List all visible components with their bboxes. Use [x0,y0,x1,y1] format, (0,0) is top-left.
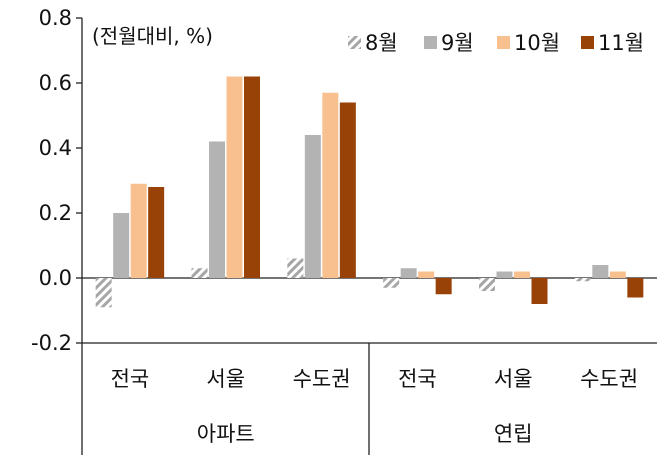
bar-series [95,76,644,308]
y-tick-label: -0.2 [31,331,72,355]
bar [226,76,243,278]
bar [531,278,548,304]
y-tick-label: 0.8 [39,6,72,30]
legend-swatch [497,36,510,49]
group-label: 연립 [494,422,533,446]
bar [339,102,356,278]
bar [479,278,495,291]
bar [95,278,112,308]
y-tick-labels: 0.8 0.6 0.4 0.2 0.0 -0.2 [31,6,82,355]
bar [209,141,225,278]
legend-item: 8월 [348,31,398,55]
legend-label: 10월 [514,31,560,55]
series-1 [95,258,591,308]
legend: 8월 9월 10월 11월 [348,31,644,55]
legend-item: 11월 [581,31,644,55]
category-label: 서울 [206,367,245,391]
series-2 [113,135,609,278]
bar [592,265,609,278]
group-label: 아파트 [197,422,255,446]
bar [514,271,530,278]
legend-swatch [424,36,437,49]
legend-item: 9월 [424,31,474,55]
category-label: 서울 [494,367,533,391]
bar [383,278,400,288]
legend-swatch [348,36,361,49]
category-labels: 전국 서울 수도권 전국 서울 수도권 [111,367,638,391]
bar [400,268,417,278]
legend-label: 9월 [441,31,474,55]
bar [113,213,130,278]
legend-label: 8월 [365,31,398,55]
category-label: 수도권 [293,367,351,391]
y-tick-label: 0.6 [39,71,72,95]
unit-note: (전월대비, %) [92,24,213,48]
group-labels: 아파트 연립 [197,422,533,446]
bar [496,271,513,278]
legend-swatch [581,36,594,49]
series-4 [148,76,644,304]
legend-item: 10월 [497,31,560,55]
bar [322,92,339,278]
bar [287,258,304,278]
y-tick-label: 0.0 [39,266,72,290]
legend-label: 11월 [598,31,644,55]
category-label: 수도권 [580,367,638,391]
y-tick-label: 0.2 [39,201,72,225]
y-tick-label: 0.4 [39,136,72,160]
bar [609,271,626,278]
bar [574,278,591,282]
bar [435,278,452,295]
bar [191,268,208,278]
bar [418,271,435,278]
bar [304,135,321,278]
bar [244,76,260,278]
bar [627,278,644,298]
series-3 [130,76,626,278]
category-label: 전국 [398,367,437,391]
category-label: 전국 [111,367,150,391]
bar [130,183,147,278]
chart-axes [81,18,657,455]
bar [148,187,165,278]
